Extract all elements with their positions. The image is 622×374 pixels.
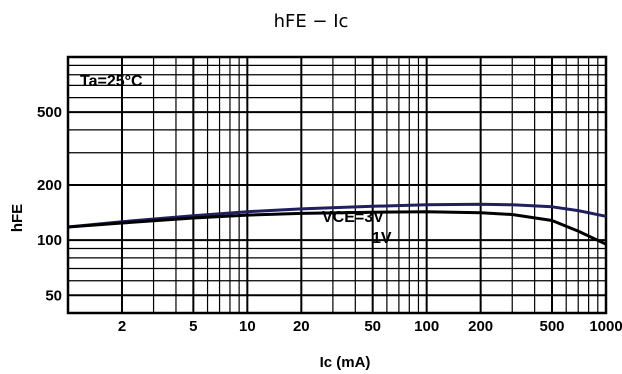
x-tick-label: 5: [189, 318, 197, 335]
series-layer: [67, 202, 607, 246]
vce-1v-label: 1V: [372, 230, 392, 247]
x-tick-label: 10: [239, 318, 256, 335]
x-tick-label: 20: [293, 318, 310, 335]
grid: [68, 57, 606, 313]
chart-title: hFE − Ic: [274, 11, 349, 32]
x-tick-label: 50: [364, 318, 381, 335]
y-tick-label: 50: [45, 287, 62, 304]
y-tick-label: 500: [37, 104, 62, 121]
series-line-vce-1v: [67, 210, 607, 246]
x-axis-label: Ic (mA): [320, 354, 371, 371]
temperature-annotation: Ta=25°C: [80, 73, 143, 90]
x-tick-label: 100: [414, 318, 439, 335]
vce-3v-label: VCE=3V: [322, 209, 384, 226]
y-tick-label: 100: [37, 232, 62, 249]
x-tick-label: 1000: [589, 318, 622, 335]
x-tick-label: 2: [118, 318, 126, 335]
y-axis-label: hFE: [9, 204, 26, 232]
plot-frame: [66, 55, 608, 315]
y-tick-label: 200: [37, 177, 62, 194]
series-line-vce-3v: [67, 202, 607, 229]
x-tick-label: 200: [468, 318, 493, 335]
x-tick-label: 500: [539, 318, 564, 335]
tick-labels: 2 5 10 20 50 100 200 500 1000 50 100 200 500: [37, 104, 622, 335]
